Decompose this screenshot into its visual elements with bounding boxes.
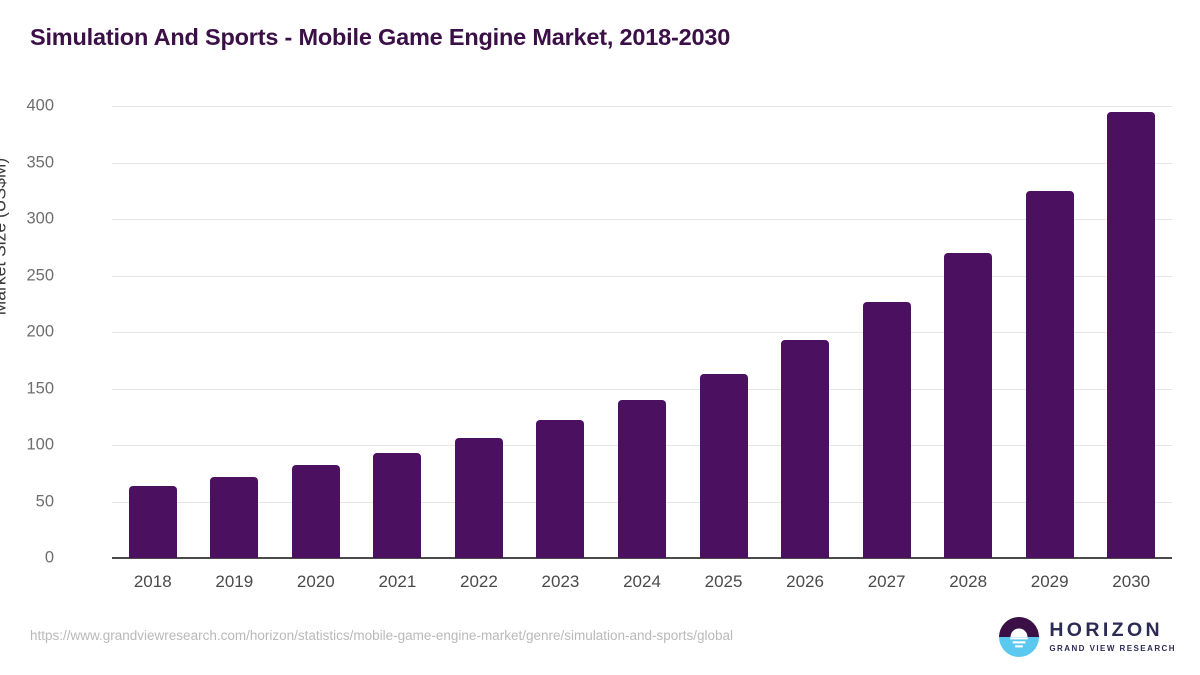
bar[interactable] xyxy=(781,339,830,558)
x-axis-tick-label: 2029 xyxy=(1030,572,1069,591)
x-axis-tick-label: 2023 xyxy=(541,572,580,591)
y-axis-tick-label: 300 xyxy=(26,209,54,228)
y-axis-tick-label: 0 xyxy=(44,548,54,567)
y-axis-tick-label: 200 xyxy=(26,322,54,341)
bar[interactable] xyxy=(128,485,177,558)
x-axis-tick-label: 2018 xyxy=(133,572,172,591)
x-axis-tick-label: 2019 xyxy=(215,572,254,591)
y-axis-tick-label: 150 xyxy=(26,379,54,397)
bar[interactable] xyxy=(1107,111,1156,558)
bar[interactable] xyxy=(862,301,911,558)
gridline xyxy=(112,106,1172,107)
x-axis-tick-label: 2022 xyxy=(460,572,498,591)
x-axis-tick-label: 2026 xyxy=(786,572,824,591)
brand-logo[interactable]: HORIZON GRAND VIEW RESEARCH xyxy=(998,616,1176,658)
y-axis-tick-label: 400 xyxy=(26,96,54,115)
bar[interactable] xyxy=(373,452,422,558)
x-axis-tick-label: 2028 xyxy=(949,572,988,591)
bar[interactable] xyxy=(454,438,503,558)
x-axis-tick-label: 2021 xyxy=(378,572,417,591)
bar[interactable] xyxy=(944,252,993,558)
gridline xyxy=(112,219,1172,220)
source-url[interactable]: https://www.grandviewresearch.com/horizo… xyxy=(30,628,734,643)
brand-name: HORIZON xyxy=(1049,619,1164,642)
gridline xyxy=(112,162,1172,164)
brand-text: HORIZON GRAND VIEW RESEARCH xyxy=(1049,621,1176,653)
gridline xyxy=(112,332,1172,333)
x-axis-tick-label: 2027 xyxy=(867,572,906,591)
page-title: Simulation And Sports - Mobile Game Engi… xyxy=(30,24,731,50)
gridline xyxy=(112,388,1172,390)
plot-area: 0 50 100 150 200 250 300 350 400 2018 2019 2020 2021… xyxy=(26,97,1172,591)
bar[interactable] xyxy=(699,373,748,558)
x-axis-tick-label: 2020 xyxy=(296,572,335,591)
y-axis-tick-label: 100 xyxy=(26,435,54,454)
bar[interactable] xyxy=(291,465,340,558)
horizon-logo-icon xyxy=(999,617,1040,657)
x-axis-baseline xyxy=(112,557,1172,559)
x-axis-tick-label: 2030 xyxy=(1112,572,1151,591)
bar[interactable] xyxy=(618,399,666,558)
x-axis-tick-label: 2024 xyxy=(623,572,661,591)
bar[interactable] xyxy=(210,476,259,558)
y-axis-title: Market Size (US$M) xyxy=(0,157,10,316)
bar[interactable] xyxy=(536,420,585,558)
bar[interactable] xyxy=(1025,190,1074,558)
brand-tagline: GRAND VIEW RESEARCH xyxy=(1049,643,1176,653)
x-axis-tick-label: 2025 xyxy=(704,572,743,591)
gridline xyxy=(112,275,1172,277)
y-axis-tick-label: 50 xyxy=(35,492,54,510)
y-axis-tick-label: 350 xyxy=(26,153,54,171)
y-axis-tick-label: 250 xyxy=(26,266,54,284)
